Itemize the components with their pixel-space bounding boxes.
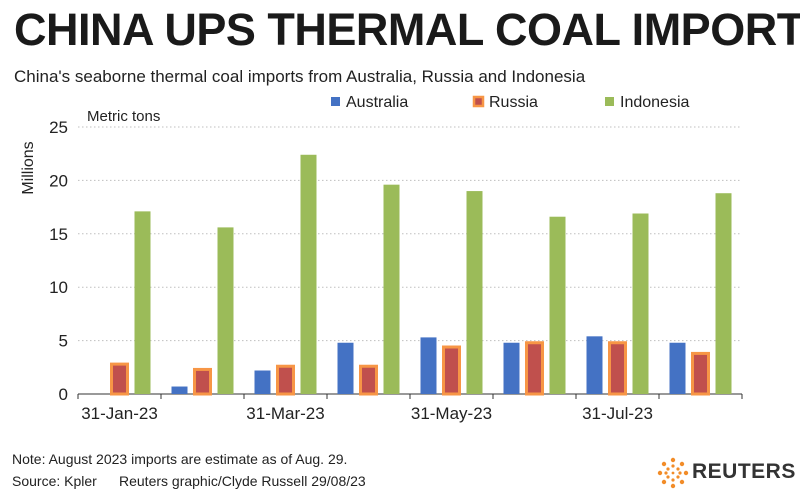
y-tick-label: 0 <box>59 385 68 404</box>
bar-australia <box>171 386 188 394</box>
bar-indonesia <box>549 216 566 394</box>
bar-indonesia <box>632 213 649 394</box>
legend-swatch-russia <box>472 95 485 108</box>
bar-russia <box>691 351 710 396</box>
y-tick-label: 10 <box>49 278 68 297</box>
bar-russia <box>193 367 212 396</box>
chart-subtitle: China's seaborne thermal coal imports fr… <box>14 67 586 86</box>
reuters-logo: REUTERS <box>656 456 796 490</box>
y-tick-label: 15 <box>49 225 68 244</box>
bar-indonesia <box>300 154 317 394</box>
bar-australia <box>337 342 354 394</box>
x-tick-label: 31-May-23 <box>411 404 492 423</box>
x-tick-label: 31-Mar-23 <box>246 404 324 423</box>
bar-russia <box>608 341 627 396</box>
bar-russia <box>276 364 295 396</box>
legend-label-russia: Russia <box>489 94 538 111</box>
bar-indonesia <box>383 184 400 394</box>
bar-australia <box>503 342 520 394</box>
legend-swatch-australia <box>331 97 340 106</box>
bar-russia <box>110 362 129 396</box>
bar-russia <box>442 345 461 396</box>
bar-australia <box>420 337 437 394</box>
bar-indonesia <box>466 191 483 394</box>
legend-swatch-indonesia <box>605 97 614 106</box>
source-note: Source: Kpler <box>12 473 97 489</box>
bar-russia <box>525 341 544 396</box>
y-tick-label: 5 <box>59 332 68 351</box>
bar-australia <box>586 336 603 394</box>
bar-russia <box>359 364 378 396</box>
bar-chart: 0 5 10 15 20 25 Millions Metric tons 31-Jan-23 31… <box>20 94 743 423</box>
y-tick-label: 25 <box>49 118 68 137</box>
reuters-logo-text: REUTERS <box>692 460 796 483</box>
graphic-credit: Reuters graphic/Clyde Russell 29/08/23 <box>119 473 366 489</box>
footnote: Note: August 2023 imports are estimate a… <box>12 451 348 467</box>
x-tick-label: 31-Jan-23 <box>81 404 158 423</box>
bar-australia <box>669 342 686 394</box>
chart-title: CHINA UPS THERMAL COAL IMPORTS <box>14 4 800 55</box>
x-tick-label: 31-Jul-23 <box>582 404 653 423</box>
unit-label: Metric tons <box>87 108 160 125</box>
bar-indonesia <box>217 227 234 394</box>
y-tick-label: 20 <box>49 171 68 190</box>
reuters-logo-icon <box>657 457 689 489</box>
bar-indonesia <box>134 211 151 394</box>
legend-label-indonesia: Indonesia <box>620 94 689 111</box>
bar-indonesia <box>715 193 732 394</box>
bar-australia <box>254 370 271 394</box>
y-axis-label: Millions <box>20 141 37 194</box>
legend-label-australia: Australia <box>346 94 408 111</box>
